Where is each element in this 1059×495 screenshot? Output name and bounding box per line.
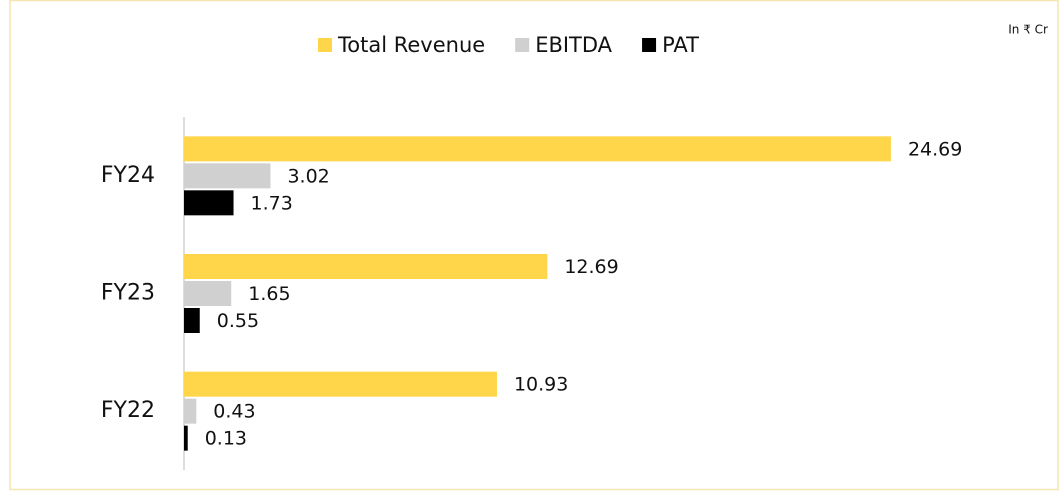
bar (184, 281, 232, 306)
legend-label: PAT (662, 33, 699, 57)
bar (184, 371, 497, 397)
frame (9, 0, 1059, 491)
legend-label: EBITDA (535, 33, 612, 57)
legend-swatch (642, 38, 657, 52)
value-label: 0.43 (213, 401, 255, 423)
value-label: 24.69 (908, 138, 962, 160)
annotation: In ₹ Cr (1008, 23, 1048, 37)
value-label: 10.93 (514, 374, 568, 396)
legend-label: Total Revenue (337, 33, 485, 57)
bar (184, 190, 234, 216)
bar (184, 308, 200, 333)
category-label: FY24 (101, 163, 155, 188)
value-label: 12.69 (564, 256, 618, 278)
value-label: 3.02 (287, 165, 329, 187)
value-label: 0.55 (217, 310, 259, 332)
bar (184, 425, 188, 451)
legend-swatch (318, 38, 332, 52)
category-label: FY23 (101, 281, 155, 306)
bar (184, 136, 891, 162)
legend-swatch (515, 38, 530, 52)
category-label: FY22 (101, 398, 155, 423)
value-label: 0.13 (205, 428, 247, 450)
bar (184, 254, 548, 279)
bar (184, 163, 271, 189)
value-label: 1.73 (251, 192, 293, 214)
value-label: 1.65 (248, 283, 290, 305)
bar (184, 398, 197, 424)
